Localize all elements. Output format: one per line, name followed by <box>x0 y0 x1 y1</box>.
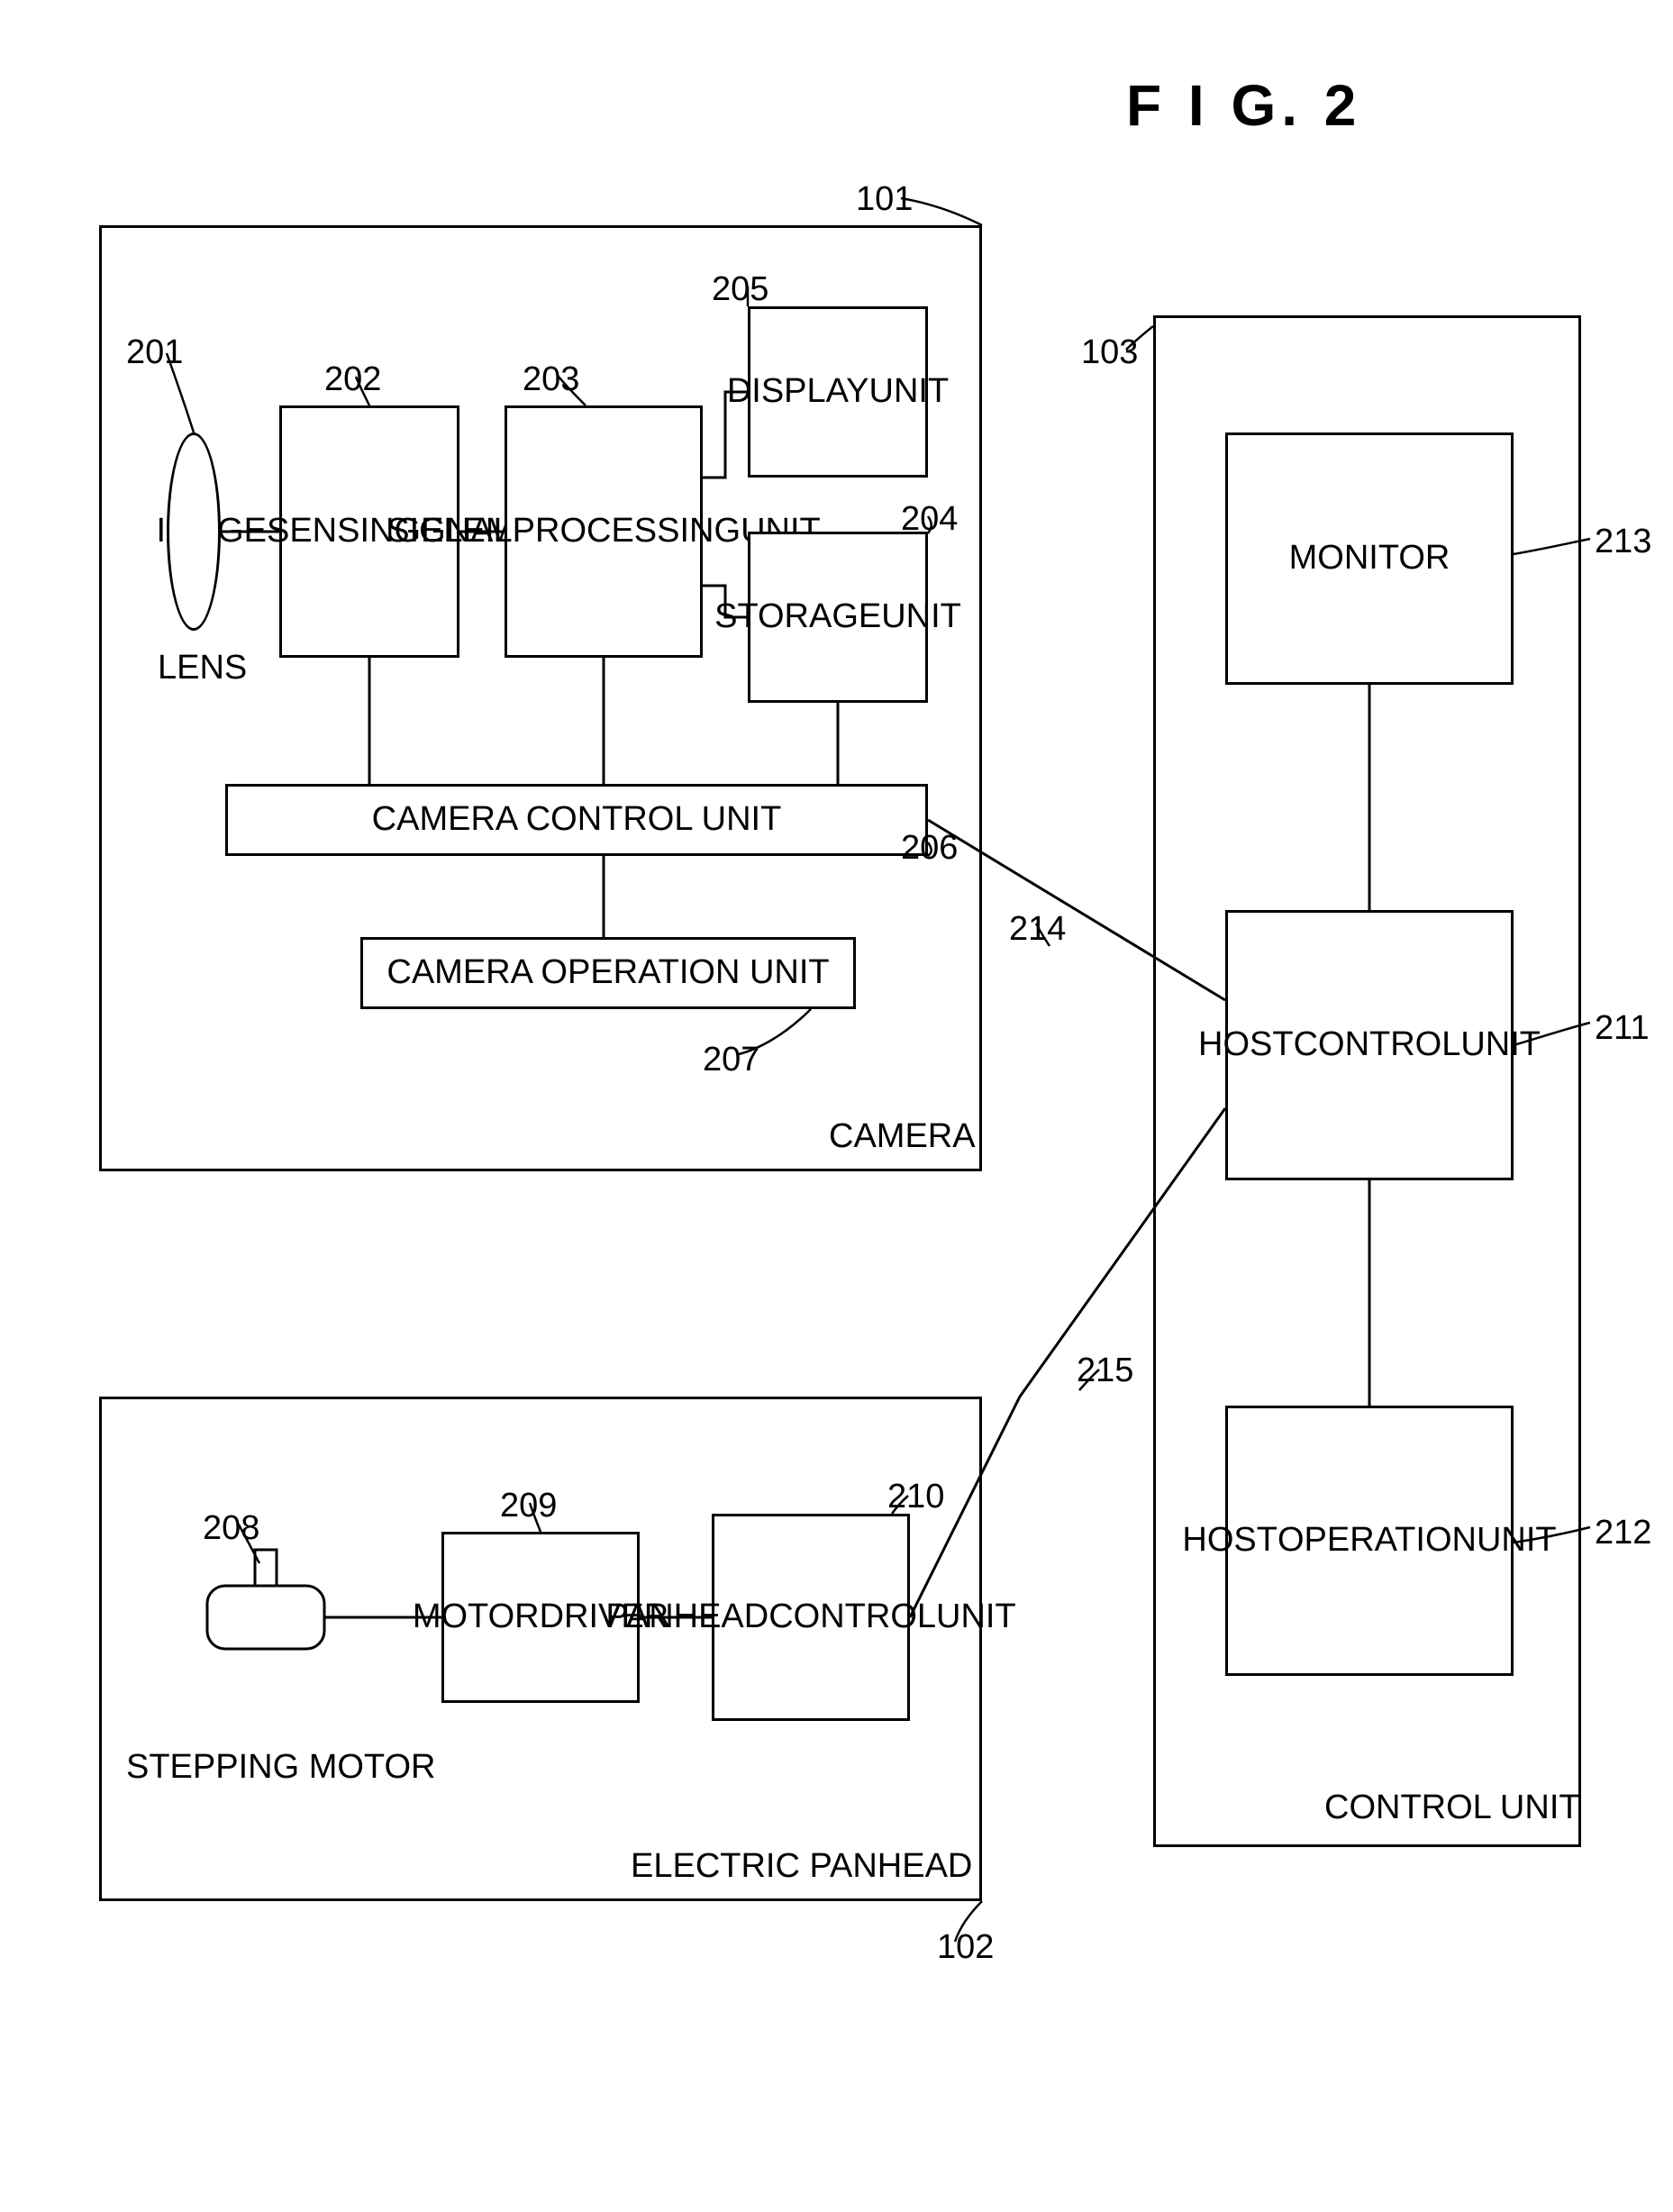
lens-icon <box>167 432 221 631</box>
block-camera-ctrl: CAMERA CONTROL UNIT <box>225 784 928 856</box>
label-motor: STEPPING MOTOR <box>126 1748 435 1787</box>
block-monitor: MONITOR <box>1225 432 1514 685</box>
label-control: CONTROL UNIT <box>1324 1789 1580 1827</box>
ref-212: 212 <box>1595 1514 1651 1552</box>
block-display: DISPLAYUNIT <box>748 306 928 478</box>
block-host-op: HOSTOPERATIONUNIT <box>1225 1406 1514 1676</box>
ref-206: 206 <box>901 829 958 868</box>
ref-214: 214 <box>1009 910 1066 949</box>
ref-201: 201 <box>126 333 183 372</box>
block-camera-op: CAMERA OPERATION UNIT <box>360 937 856 1009</box>
ref-204: 204 <box>901 500 958 539</box>
ref-207: 207 <box>703 1041 759 1079</box>
ref-202: 202 <box>324 360 381 399</box>
label-panhead: ELECTRIC PANHEAD <box>631 1847 972 1886</box>
ref-101: 101 <box>856 180 913 219</box>
diagram-canvas: F I G. 2 IMAGESENSINGELEMENT SIGNALPROCE… <box>0 0 1673 2212</box>
block-host-ctrl: HOSTCONTROLUNIT <box>1225 910 1514 1180</box>
label-camera: CAMERA <box>829 1117 976 1156</box>
ref-210: 210 <box>887 1478 944 1516</box>
ref-213: 213 <box>1595 523 1651 561</box>
ref-209: 209 <box>500 1487 557 1525</box>
ref-203: 203 <box>523 360 579 399</box>
ref-103: 103 <box>1081 333 1138 372</box>
block-signal-proc: SIGNALPROCESSINGUNIT <box>505 405 703 658</box>
ref-211: 211 <box>1595 1009 1650 1048</box>
figure-title: F I G. 2 <box>1126 72 1361 139</box>
ref-215: 215 <box>1077 1352 1133 1390</box>
block-storage: STORAGEUNIT <box>748 532 928 703</box>
ref-208: 208 <box>203 1509 259 1548</box>
ref-205: 205 <box>712 270 768 309</box>
ref-102: 102 <box>937 1928 994 1967</box>
label-lens: LENS <box>158 649 247 687</box>
block-panhead-ctrl: PANHEADCONTROLUNIT <box>712 1514 910 1721</box>
